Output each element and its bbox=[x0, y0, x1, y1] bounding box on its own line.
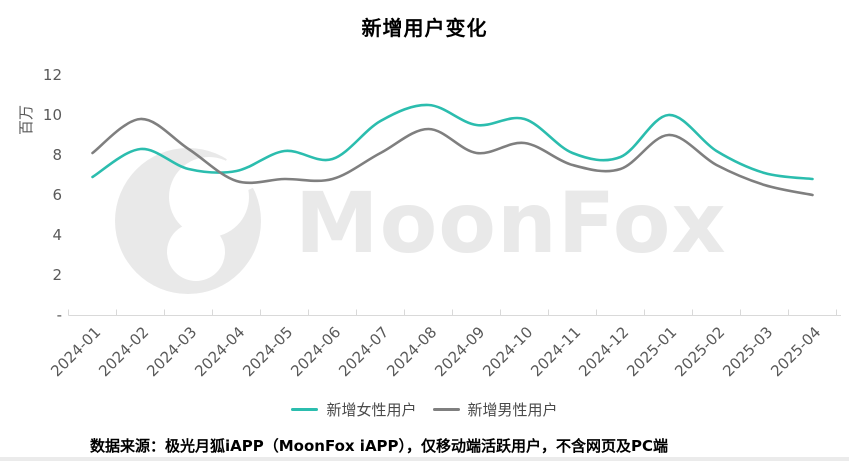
y-tick-label: 12 bbox=[43, 66, 62, 84]
watermark-logo-gap bbox=[196, 130, 286, 215]
x-tick-label: 2025-04 bbox=[767, 323, 824, 380]
y-tick-label: 6 bbox=[52, 186, 62, 204]
x-tick-label: 2024-10 bbox=[479, 323, 536, 380]
x-tick-label: 2024-07 bbox=[335, 323, 392, 380]
x-tick-label: 2024-04 bbox=[191, 323, 248, 380]
y-tick-label: 2 bbox=[52, 266, 62, 284]
x-tick-label: 2024-05 bbox=[239, 323, 296, 380]
legend-item-male[interactable]: 新增男性用户 bbox=[432, 399, 558, 420]
x-tick-label: 2025-01 bbox=[623, 323, 680, 380]
bottom-strip bbox=[0, 457, 849, 461]
x-tick-label: 2024-02 bbox=[95, 323, 152, 380]
x-tick-label: 2025-03 bbox=[719, 323, 776, 380]
watermark-logo-cutout bbox=[167, 223, 225, 281]
male-series-swatch bbox=[432, 408, 460, 411]
y-tick-label: 10 bbox=[43, 106, 62, 124]
watermark-text: MoonFox bbox=[295, 174, 727, 272]
female-series-label: 新增女性用户 bbox=[326, 401, 417, 419]
y-tick-label: 4 bbox=[52, 226, 62, 244]
series-line-female bbox=[91, 103, 814, 181]
male-series-label: 新增男性用户 bbox=[467, 401, 558, 419]
x-tick-label: 2024-01 bbox=[47, 323, 104, 380]
chart-title: 新增用户变化 bbox=[361, 16, 488, 40]
x-tick-label: 2024-08 bbox=[383, 323, 440, 380]
series-line-male bbox=[91, 117, 814, 197]
y-tick-label: 8 bbox=[52, 146, 62, 164]
legend-item-female[interactable]: 新增女性用户 bbox=[291, 399, 417, 420]
data-source-note: 数据来源：极光月狐iAPP（MoonFox iAPP），仅移动端活跃用户，不含网… bbox=[90, 437, 669, 455]
chart-legend: 新增女性用户 新增男性用户 bbox=[0, 399, 849, 420]
x-tick-label: 2024-11 bbox=[527, 323, 584, 380]
x-tick-label: 2024-09 bbox=[431, 323, 488, 380]
x-tick-label: 2024-06 bbox=[287, 323, 344, 380]
y-tick-label: - bbox=[57, 306, 62, 324]
x-tick-label: 2025-02 bbox=[671, 323, 728, 380]
x-tick-label: 2024-12 bbox=[575, 323, 632, 380]
female-series-swatch bbox=[291, 408, 319, 411]
x-tick-label: 2024-03 bbox=[143, 323, 200, 380]
